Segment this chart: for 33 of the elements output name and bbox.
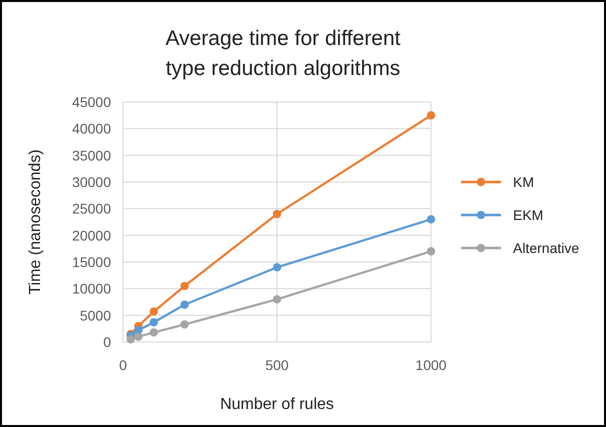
point (150, 307, 158, 316)
point (180, 300, 189, 309)
y-tick-label: 15000 (72, 254, 112, 270)
legend-label: EKM (513, 207, 544, 223)
point (272, 210, 282, 218)
point (426, 215, 436, 224)
point (272, 263, 282, 272)
y-tick-label: 0 (103, 334, 112, 350)
x-tick-label: 0 (119, 357, 128, 373)
point (180, 320, 189, 329)
point (426, 247, 436, 256)
y-tick-label: 5000 (80, 307, 112, 324)
point (180, 282, 189, 290)
x-tick-label: 1000 (415, 357, 447, 373)
y-tick-label: 25000 (72, 200, 112, 217)
point (150, 328, 158, 337)
y-tick-label: 40000 (72, 120, 112, 137)
y-tick-label: 20000 (72, 227, 112, 244)
x-axis-title: Number of rules (220, 396, 334, 413)
point (134, 332, 143, 341)
y-tick-label: 30000 (72, 174, 112, 190)
legend-label: Alternative (513, 240, 580, 256)
point (426, 111, 436, 120)
y-tick-label: 10000 (72, 280, 112, 297)
chart-title: Average time for different type reduction algorithms (165, 27, 401, 80)
y-tick-label: 45000 (72, 94, 112, 110)
point (272, 295, 282, 304)
point (150, 318, 158, 326)
y-tick-label: 35000 (72, 147, 112, 164)
y-axis-title: Time (nanoseconds) (27, 149, 44, 295)
point (126, 335, 135, 344)
x-tick-label: 500 (265, 357, 289, 373)
legend-label: KM (513, 174, 534, 190)
